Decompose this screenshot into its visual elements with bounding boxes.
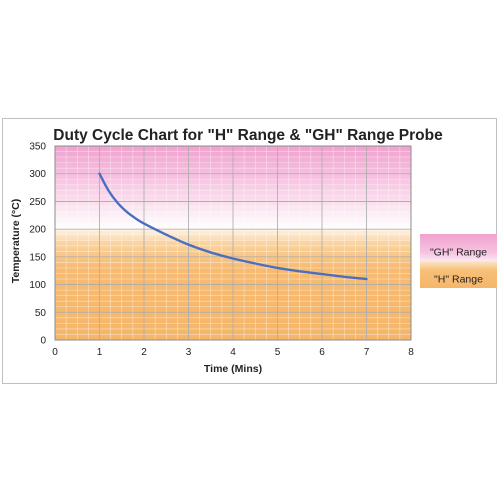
legend-swatch bbox=[420, 261, 497, 288]
y-tick-label: 100 bbox=[29, 280, 46, 291]
plot-area: 0 50 100 150 200 250 300 350 0 1 2 3 4 5 6 7 8 bbox=[29, 142, 414, 359]
legend-swatch bbox=[420, 234, 497, 261]
y-tick-label: 50 bbox=[35, 308, 47, 319]
y-tick-label: 300 bbox=[29, 169, 46, 180]
x-axis-label: Time (Mins) bbox=[204, 363, 262, 375]
plot-border bbox=[54, 145, 412, 341]
x-tick-label: 8 bbox=[408, 347, 414, 358]
legend-label: "GH" Range bbox=[430, 247, 487, 259]
y-axis-label: Temperature (°C) bbox=[10, 199, 22, 284]
x-tick-label: 3 bbox=[186, 347, 192, 358]
x-tick-label: 4 bbox=[230, 347, 236, 358]
x-tick-label: 5 bbox=[275, 347, 281, 358]
legend: "GH" Range "H" Range bbox=[420, 234, 497, 288]
y-tick-label: 250 bbox=[29, 197, 46, 208]
y-tick-label: 350 bbox=[29, 142, 46, 153]
x-tick-label: 6 bbox=[319, 347, 325, 358]
y-tick-label: 0 bbox=[40, 336, 46, 347]
series-line bbox=[98, 172, 368, 281]
x-tick-label: 0 bbox=[52, 347, 58, 358]
x-tick-label: 7 bbox=[364, 347, 370, 358]
x-tick-label: 2 bbox=[141, 347, 147, 358]
x-tick-label: 1 bbox=[97, 347, 103, 358]
y-tick-label: 200 bbox=[29, 225, 46, 236]
legend-label: "H" Range bbox=[434, 274, 483, 286]
y-tick-label: 150 bbox=[29, 252, 46, 263]
chart-title: Duty Cycle Chart for "H" Range & "GH" Ra… bbox=[53, 127, 443, 144]
